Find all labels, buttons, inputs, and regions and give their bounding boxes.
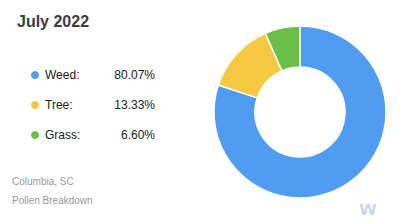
svg-text:Weed:: Weed: [45, 68, 79, 82]
svg-text:Grass:: Grass: [45, 128, 80, 142]
svg-text:w: w [359, 196, 377, 219]
svg-text:July 2022: July 2022 [17, 13, 89, 30]
svg-text:6.60%: 6.60% [121, 128, 155, 142]
svg-text:Pollen Breakdown: Pollen Breakdown [12, 195, 93, 206]
svg-text:80.07%: 80.07% [114, 68, 155, 82]
svg-text:13.33%: 13.33% [114, 98, 155, 112]
svg-text:Columbia, SC: Columbia, SC [12, 176, 74, 187]
svg-text:Tree:: Tree: [45, 98, 73, 112]
